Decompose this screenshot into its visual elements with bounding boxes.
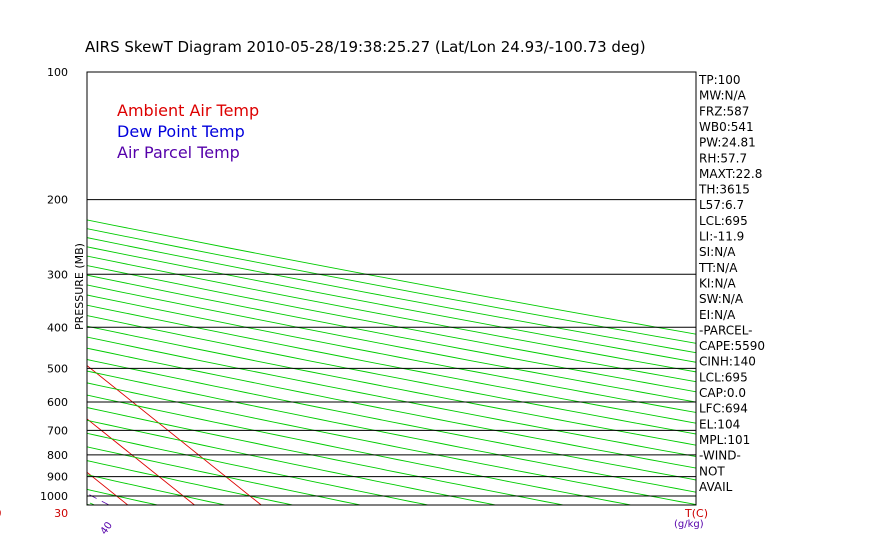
- index-entry: TP:100: [698, 73, 741, 87]
- y-axis-label: PRESSURE (MB): [73, 243, 86, 330]
- chart-legend: Ambient Air Temp Dew Point Temp Air Parcel…: [117, 101, 259, 162]
- dry-adiabat-line: [87, 460, 293, 505]
- dry-adiabat-line: [87, 284, 696, 403]
- temperature-tick-label: 30: [54, 507, 68, 520]
- index-entry: CINH:140: [699, 355, 756, 369]
- dry-adiabat-line: [87, 219, 696, 335]
- isotherm-line: [87, 418, 195, 505]
- mixing-ratio-line: [0, 303, 1, 505]
- isotherm-line: [0, 72, 61, 505]
- dry-adiabat-line: [87, 347, 696, 469]
- index-entry: SW:N/A: [699, 292, 744, 306]
- dry-adiabat-line: [87, 407, 564, 505]
- skewt-background-grid: [0, 72, 696, 505]
- index-entry: MPL:101: [699, 433, 750, 447]
- dry-adiabat-line: [0, 72, 22, 505]
- isotherm-line: [87, 364, 262, 505]
- index-entry: LI:-11.9: [699, 230, 744, 244]
- dry-adiabat-line: [87, 237, 696, 354]
- pressure-tick-label: 100: [47, 66, 68, 79]
- pressure-tick-label: 500: [47, 362, 68, 375]
- mixing-ratio-unit: (g/kg): [674, 519, 704, 530]
- dry-adiabat-line: [87, 228, 696, 344]
- index-entry: PW:24.81: [699, 136, 756, 150]
- dry-adiabat-line: [87, 394, 631, 505]
- pressure-tick-label: 600: [47, 396, 68, 409]
- dry-adiabat-line: [87, 294, 696, 413]
- legend-entry: Dew Point Temp: [117, 122, 245, 141]
- moist-adiabat-line: [0, 200, 15, 505]
- index-entry: FRZ:587: [699, 104, 749, 118]
- legend-entry: Ambient Air Temp: [117, 101, 259, 120]
- dry-adiabat-line: [87, 359, 696, 481]
- index-entry: EL:104: [699, 417, 740, 431]
- pressure-tick-label: 700: [47, 424, 68, 437]
- pressure-tick-label: 800: [47, 449, 68, 462]
- dry-adiabat-line: [87, 325, 696, 446]
- pressure-tick-label: 900: [47, 471, 68, 484]
- dry-adiabat-line: [87, 432, 428, 505]
- dry-adiabat-line: [87, 446, 361, 505]
- index-entry: -PARCEL-: [699, 323, 753, 337]
- dry-adiabat-line: [87, 382, 696, 505]
- moist-adiabat-line: [0, 200, 35, 505]
- index-entry: SI:N/A: [699, 245, 736, 259]
- index-entry: LFC:694: [699, 402, 748, 416]
- mixing-ratio-line: [0, 303, 31, 505]
- legend-entry: Air Parcel Temp: [117, 143, 240, 162]
- index-entry: LCL:695: [699, 370, 748, 384]
- axis-ticks: 1002003004005006007008009001000-50-40-30…: [0, 66, 115, 537]
- mixing-ratio-tick-label: 40: [99, 520, 115, 537]
- index-entry: L57:6.7: [699, 198, 744, 212]
- index-entry: AVAIL: [699, 480, 733, 494]
- index-entry: TH:3615: [698, 183, 750, 197]
- isotherm-line: [87, 471, 129, 505]
- index-entry: MAXT:22.8: [699, 167, 762, 181]
- temperature-tick-label: 20: [0, 507, 1, 520]
- chart-title: AIRS SkewT Diagram 2010-05-28/19:38:25.2…: [85, 38, 646, 56]
- index-entry: WB0:541: [699, 120, 754, 134]
- dry-adiabat-line: [87, 315, 696, 435]
- dry-adiabat-line: [87, 336, 696, 457]
- pressure-tick-label: 200: [47, 194, 68, 207]
- index-entry: NOT: [699, 464, 725, 478]
- pressure-tick-label: 400: [47, 321, 68, 334]
- index-entry: MW:N/A: [699, 89, 747, 103]
- dry-adiabat-line: [87, 419, 496, 505]
- index-entry: EI:N/A: [699, 308, 736, 322]
- pressure-tick-label: 1000: [40, 490, 68, 503]
- index-entry: TT:N/A: [698, 261, 738, 275]
- index-entry: CAP:0.0: [699, 386, 746, 400]
- index-entry: CAPE:5590: [699, 339, 765, 353]
- pressure-tick-label: 300: [47, 268, 68, 281]
- index-entry: KI:N/A: [699, 276, 736, 290]
- plot-frame: [86, 71, 697, 506]
- index-entry: LCL:695: [699, 214, 748, 228]
- dry-adiabat-line: [87, 304, 696, 424]
- dry-adiabat-line: [87, 370, 696, 493]
- index-entry: -WIND-: [699, 449, 741, 463]
- x-axis-label: T(C): [684, 507, 708, 520]
- index-entry: RH:57.7: [699, 151, 747, 165]
